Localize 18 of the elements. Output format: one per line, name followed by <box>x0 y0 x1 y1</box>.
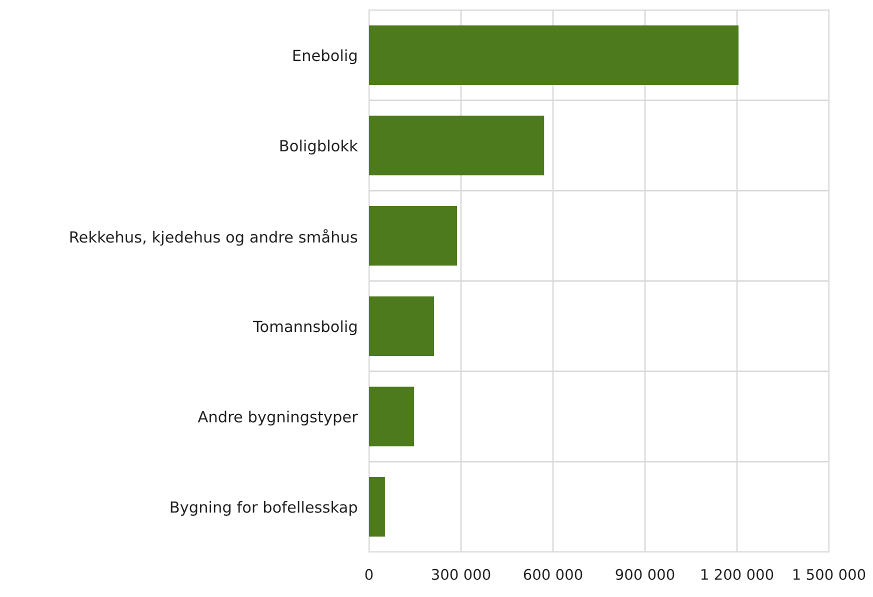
x-tick-label: 600 000 <box>524 568 582 580</box>
y-tick-label: Tomannsbolig <box>252 320 356 336</box>
x-tick-label: 900 000 <box>616 568 674 580</box>
y-tick-label: Boligblokk <box>280 140 358 154</box>
x-tick-label: 1 500 000 <box>793 568 866 580</box>
bar <box>369 296 434 356</box>
bar <box>369 477 385 537</box>
y-tick-label: Bygning for bofellesskap <box>170 501 358 516</box>
bar <box>369 206 458 266</box>
y-tick-label: Andre bygningstyper <box>198 410 358 426</box>
bar <box>369 116 544 176</box>
bar <box>369 386 414 446</box>
x-tick-label: 0 <box>365 568 373 580</box>
y-tick-label: Enebolig <box>293 49 356 64</box>
x-tick-label: 300 000 <box>432 568 490 580</box>
bar <box>369 25 739 85</box>
y-tick-label: Rekkehus, kjedehus og andre småhus <box>70 229 358 246</box>
x-tick-label: 1 200 000 <box>701 568 774 580</box>
